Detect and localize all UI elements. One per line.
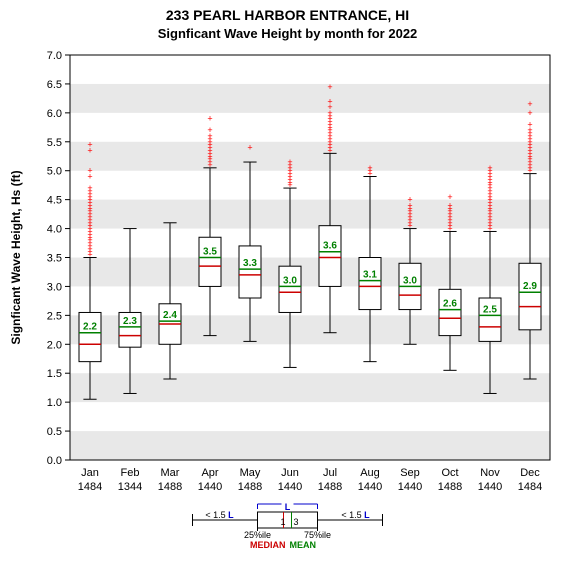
outlier: +: [527, 108, 532, 118]
count-label: 1440: [358, 481, 382, 493]
outlier: +: [447, 192, 452, 202]
grid-band: [70, 84, 550, 113]
mean-label: 3.0: [403, 275, 417, 286]
box: [319, 226, 341, 287]
month-label: Dec: [520, 467, 540, 479]
month-label: Apr: [201, 467, 218, 479]
month-label: Jun: [281, 467, 299, 479]
month-label: Aug: [360, 467, 380, 479]
month-label: Oct: [441, 467, 458, 479]
mean-label: 3.1: [363, 270, 377, 281]
outlier: +: [207, 125, 212, 135]
count-label: 1484: [78, 481, 102, 493]
mean-label: 2.2: [83, 322, 97, 333]
title-line1: 233 PEARL HARBOR ENTRANCE, HI: [166, 7, 409, 23]
mean-label: 2.4: [163, 310, 177, 321]
ytick-label: 3.0: [47, 281, 62, 293]
outlier: +: [327, 82, 332, 92]
box: [359, 258, 381, 310]
outlier: +: [87, 140, 92, 150]
ytick-label: 1.0: [47, 397, 62, 409]
grid-band: [70, 431, 550, 460]
legend-box: [258, 512, 318, 528]
outlier: +: [487, 163, 492, 173]
mean-label: 3.0: [283, 275, 297, 286]
mean-label: 2.9: [523, 281, 537, 292]
month-label: Mar: [161, 467, 180, 479]
count-label: 1488: [158, 481, 182, 493]
count-label: 1488: [438, 481, 462, 493]
ytick-label: 4.5: [47, 195, 62, 207]
month-label: Sep: [400, 467, 420, 479]
legend-mean-num: 3: [294, 517, 299, 527]
box: [439, 289, 461, 335]
outlier: +: [367, 163, 372, 173]
ytick-label: 1.5: [47, 368, 62, 380]
legend-median-text: MEDIAN: [250, 540, 286, 550]
mean-label: 3.6: [323, 241, 337, 252]
count-label: 1484: [518, 481, 542, 493]
count-label: 1440: [478, 481, 502, 493]
box: [519, 263, 541, 330]
ytick-label: 4.0: [47, 224, 62, 236]
boxplot-chart: { "title_line1": "233 PEARL HARBOR ENTRA…: [0, 0, 575, 580]
month-label: Feb: [121, 467, 140, 479]
ytick-label: 7.0: [47, 50, 62, 62]
outlier: +: [527, 119, 532, 129]
month-label: May: [240, 467, 261, 479]
ytick-label: 2.5: [47, 310, 62, 322]
box: [239, 246, 261, 298]
legend-15L-left: < 1.5 L: [205, 510, 234, 520]
y-axis-label: Signficant Wave Height, Hs (ft): [9, 170, 23, 344]
mean-label: 2.3: [123, 316, 137, 327]
count-label: 1488: [238, 481, 262, 493]
outlier: +: [327, 96, 332, 106]
ytick-label: 0.5: [47, 426, 62, 438]
grid-band: [70, 315, 550, 344]
ytick-label: 5.0: [47, 166, 62, 178]
outlier: +: [247, 143, 252, 153]
grid-band: [70, 142, 550, 171]
grid-band: [70, 258, 550, 287]
count-label: 1440: [198, 481, 222, 493]
mean-label: 2.5: [483, 304, 497, 315]
ytick-label: 0.0: [47, 455, 62, 467]
outlier: +: [87, 166, 92, 176]
outlier: +: [447, 200, 452, 210]
outlier: +: [527, 99, 532, 109]
grid-band: [70, 373, 550, 402]
ytick-label: 6.5: [47, 79, 62, 91]
box: [79, 312, 101, 361]
count-label: 1440: [278, 481, 302, 493]
legend-75: 75%ile: [304, 530, 331, 540]
box: [279, 266, 301, 312]
ytick-label: 2.0: [47, 339, 62, 351]
outlier: +: [207, 114, 212, 124]
outlier: +: [407, 195, 412, 205]
outlier: +: [87, 183, 92, 193]
ytick-label: 5.5: [47, 137, 62, 149]
box: [199, 237, 221, 286]
count-label: 1488: [318, 481, 342, 493]
month-label: Jan: [81, 467, 99, 479]
mean-label: 3.3: [243, 258, 257, 269]
ytick-label: 6.0: [47, 108, 62, 120]
count-label: 1344: [118, 481, 142, 493]
outlier: +: [287, 157, 292, 167]
legend-L-top: L: [285, 502, 291, 512]
month-label: Jul: [323, 467, 337, 479]
legend-median-num: 1: [280, 517, 285, 527]
legend-25: 25%ile: [244, 530, 271, 540]
ytick-label: 3.5: [47, 253, 62, 265]
chart-svg: 233 PEARL HARBOR ENTRANCE, HI Signficant …: [0, 0, 575, 580]
month-label: Nov: [480, 467, 500, 479]
title-line2: Signficant Wave Height by month for 2022: [158, 26, 418, 41]
legend-mean-text: MEAN: [290, 540, 317, 550]
mean-label: 3.5: [203, 247, 217, 258]
grid-band: [70, 200, 550, 229]
legend-15L-right: < 1.5 L: [341, 510, 370, 520]
count-label: 1440: [398, 481, 422, 493]
mean-label: 2.6: [443, 299, 457, 310]
